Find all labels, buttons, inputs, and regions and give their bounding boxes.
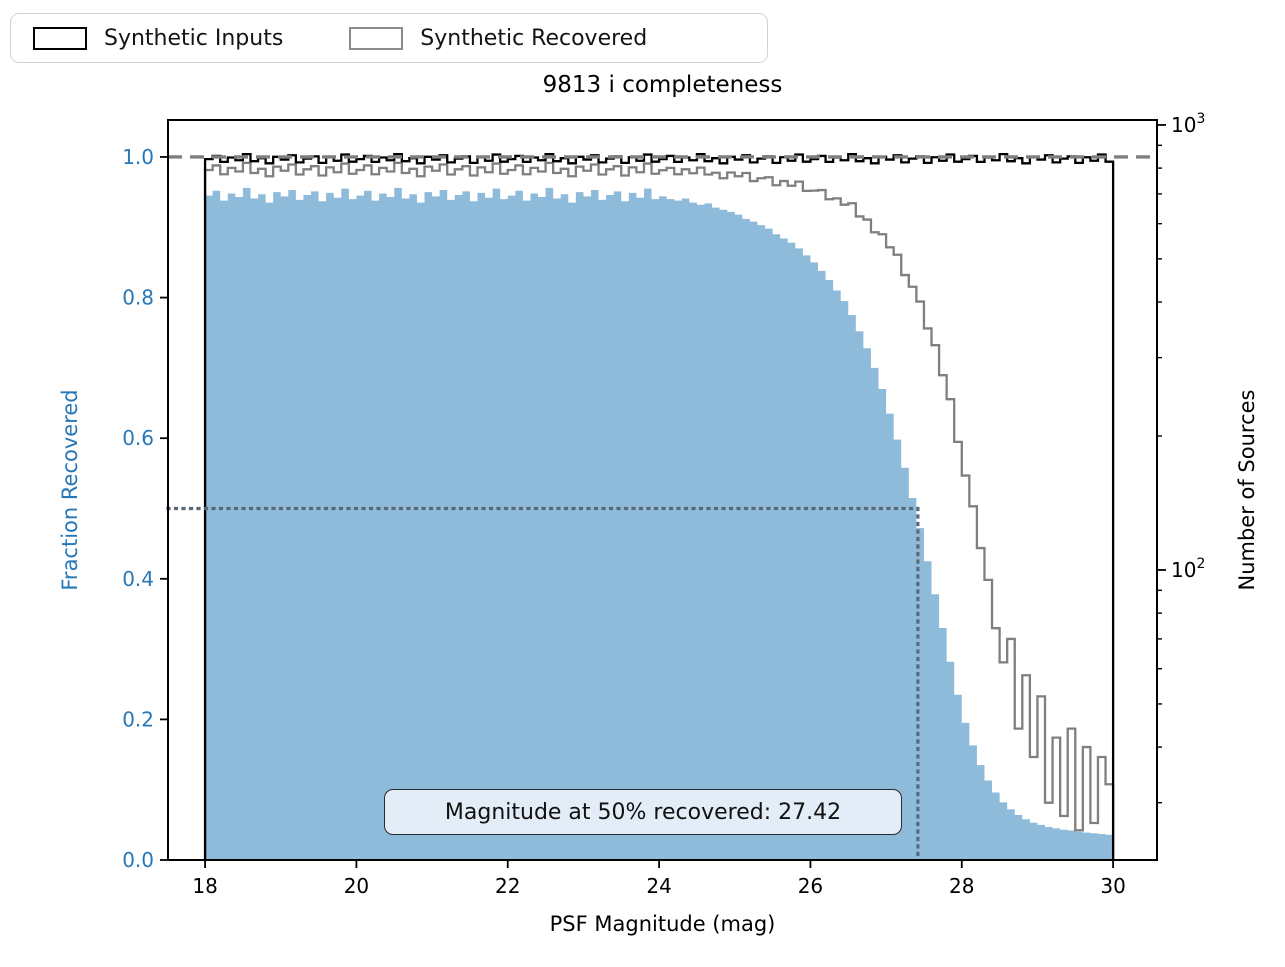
y-right-tick-label-10e2: 102: [1171, 556, 1205, 582]
fraction-recovered-bars: [205, 187, 1114, 860]
y-left-tick-label-0.0: 0.0: [122, 848, 154, 872]
legend-item-synthetic-recovered: Synthetic Recovered: [349, 26, 647, 51]
chart-title: 9813 i completeness: [542, 72, 783, 98]
legend-item-synthetic-inputs: Synthetic Inputs: [33, 26, 283, 51]
legend-swatch-synthetic-inputs: [33, 26, 87, 50]
legend: Synthetic Inputs Synthetic Recovered: [10, 13, 768, 63]
x-tick-label-24: 24: [646, 874, 671, 898]
y-left-tick-label-0.4: 0.4: [122, 567, 154, 591]
axes-frame: [167, 119, 1158, 861]
synthetic-inputs-step-line: [203, 152, 1115, 860]
y-axis-label-left: Fraction Recovered: [58, 389, 82, 591]
y-left-tick-label-0.2: 0.2: [122, 707, 154, 731]
x-tick-label-26: 26: [798, 874, 823, 898]
x-tick-label-22: 22: [495, 874, 520, 898]
y-axis-label-right: Number of Sources: [1235, 389, 1259, 591]
legend-label-synthetic-recovered: Synthetic Recovered: [420, 25, 648, 51]
annotation-box: Magnitude at 50% recovered: 27.42: [384, 789, 902, 835]
x-tick-label-18: 18: [192, 874, 217, 898]
legend-label-synthetic-inputs: Synthetic Inputs: [104, 25, 284, 51]
x-tick-label-30: 30: [1100, 874, 1125, 898]
y-left-tick-label-0.8: 0.8: [122, 286, 154, 310]
synthetic-recovered-step-line: [203, 161, 1115, 860]
x-tick-label-20: 20: [344, 874, 369, 898]
x-axis-label: PSF Magnitude (mag): [549, 912, 776, 936]
y-left-tick-label-1.0: 1.0: [122, 145, 154, 169]
y-left-tick-label-0.6: 0.6: [122, 426, 154, 450]
x-tick-label-28: 28: [949, 874, 974, 898]
legend-swatch-synthetic-recovered: [349, 26, 404, 50]
y-right-tick-label-10e3: 103: [1171, 111, 1205, 137]
